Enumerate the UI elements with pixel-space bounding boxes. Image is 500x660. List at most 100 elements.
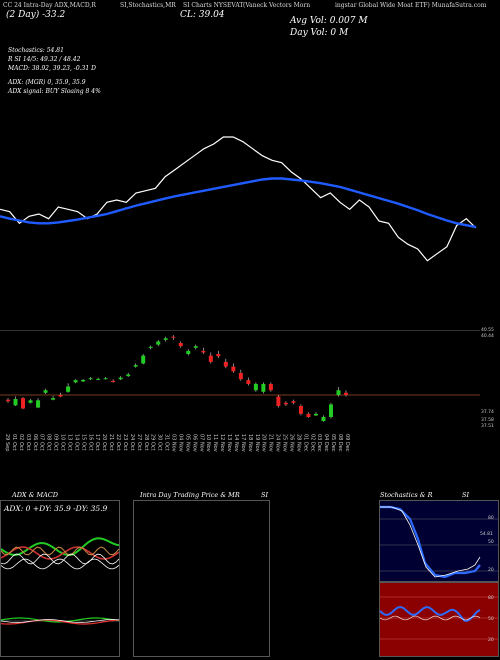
date-tick-label: 28 Oct	[143, 434, 149, 451]
date-tick-label: 20 Oct	[101, 434, 107, 451]
chart-divider	[0, 330, 480, 331]
candle-body	[36, 400, 41, 408]
axis-top2: 40.44	[481, 334, 494, 339]
stoch-tick-value: 54.81	[480, 532, 493, 537]
date-tick-label: 07 Oct	[39, 434, 45, 451]
date-tick-label: 17 Oct	[94, 434, 100, 451]
header-col3: SI Charts NYSEVAT	[183, 2, 244, 9]
date-tick-label: 29 Sep	[4, 434, 10, 451]
adx-lines	[1, 537, 119, 625]
candle-body	[193, 346, 198, 348]
candle-body	[96, 378, 101, 380]
day-volume: Day Vol: 0 M	[290, 28, 349, 38]
candle-body	[171, 336, 176, 338]
date-tick-label: 05 Dec	[330, 434, 336, 452]
candle-body	[156, 341, 161, 345]
axis-bot3: 37.51	[481, 424, 494, 429]
header-col2: SI,Stochastics,MR	[120, 2, 176, 9]
adx-aux-line-2	[1, 558, 119, 570]
stochastics-panel	[379, 500, 499, 582]
rsi-tick-80: 80	[488, 596, 494, 601]
candle-body	[261, 383, 266, 392]
date-tick-label: 08 Dec	[337, 434, 343, 452]
candle-body	[231, 366, 236, 372]
stochastics-value: Stochastics: 54.81	[8, 47, 64, 54]
stoch-d-line	[380, 506, 481, 578]
candle-body	[28, 400, 33, 403]
date-tick-label: 17 Nov	[240, 434, 246, 452]
avg-volume: Avg Vol: 0.007 M	[290, 16, 368, 26]
date-tick-label: 15 Oct	[80, 434, 86, 451]
date-tick-label: 23 Oct	[122, 434, 128, 451]
adx-panel: ADX: 0 +DY: 35.9 -DY: 35.9	[0, 500, 120, 657]
candle-body	[58, 394, 63, 397]
date-tick-label: 13 Nov	[226, 434, 232, 452]
axis-bot2: 37.58	[481, 418, 494, 423]
candle-body	[328, 404, 333, 417]
date-tick-label: 06 Oct	[32, 434, 38, 451]
candle-body	[133, 365, 138, 367]
candle-body	[291, 401, 296, 403]
stoch-panel-si: SI	[462, 491, 470, 499]
candle-body	[298, 405, 303, 414]
macd-value: MACD: 38.92, 39.23, -0.31 D	[8, 65, 96, 72]
date-tick-label: 04 Dec	[323, 434, 329, 452]
date-tick-label: 18 Nov	[247, 434, 253, 452]
date-tick-label: 11 Nov	[212, 434, 218, 452]
stoch-tick-50: 50	[488, 540, 494, 545]
date-tick-label: 09 Oct	[53, 434, 59, 451]
candle-body	[186, 350, 191, 355]
candle-body	[321, 416, 326, 422]
stoch-tick-20: 20	[488, 568, 494, 573]
candle-body	[268, 383, 273, 391]
date-tick-label: 09 Dec	[344, 434, 350, 452]
candle-body	[344, 392, 348, 395]
macd-line	[1, 617, 119, 623]
moving-average-line	[0, 177, 477, 229]
price-line-chart	[0, 136, 477, 262]
candle-body	[126, 374, 131, 377]
header-col5: ingstar Global Wide Moat ETF) MunafaSutr…	[335, 2, 487, 9]
candle-body	[21, 398, 26, 409]
candle-body	[276, 396, 281, 406]
date-tick-label: 24 Oct	[129, 434, 135, 451]
candle-body	[163, 338, 168, 340]
rsi-lines	[380, 596, 498, 640]
date-tick-label: 03 Dec	[316, 434, 322, 452]
candle-body	[88, 378, 93, 380]
candle-body	[43, 390, 48, 393]
adx-line	[1, 546, 119, 556]
candle-body	[246, 380, 251, 384]
rsi-panel	[379, 582, 499, 657]
header-col4: (Vaneck Vectors Morn	[243, 2, 311, 9]
adx-value: ADX: (MGR) 0, 35.9, 35.9	[8, 79, 86, 86]
candle-body	[111, 380, 116, 383]
date-tick-label: 30 Oct	[157, 434, 163, 451]
intra-panel-si: SI	[261, 491, 269, 499]
stochastics-lines	[380, 505, 498, 579]
minus-di-line	[1, 546, 119, 560]
intra-panel-title: Intra Day Trading Price & MR	[140, 491, 240, 499]
plus-di-line	[1, 537, 119, 556]
candle-body	[66, 386, 71, 392]
date-tick-label: 03 Nov	[171, 434, 177, 452]
candle-body	[51, 398, 56, 400]
date-tick-label: 20 Nov	[261, 434, 267, 452]
date-tick-label: 28 Nov	[295, 434, 301, 452]
adx-label: ADX: 0 +DY: 35.9 -DY: 35.9	[4, 504, 108, 513]
price-series-line	[0, 136, 477, 262]
date-tick-label: 01 Dec	[302, 434, 308, 452]
date-tick-label: 08 Oct	[46, 434, 52, 451]
day-change: (2 Day) -33.2	[6, 10, 66, 20]
date-tick-label: 22 Oct	[115, 434, 121, 451]
date-axis: 29 Sep 01 Oct 02 Oct 03 Oct 06 Oct 07 Oct 08 O…	[4, 434, 350, 452]
stoch-panel-title: Stochastics & R	[380, 491, 433, 499]
date-tick-label: 06 Nov	[191, 434, 197, 452]
date-tick-label: 27 Oct	[136, 434, 142, 451]
rsi-ma-line	[380, 615, 481, 621]
date-tick-label: 21 Oct	[108, 434, 114, 451]
candlestick-chart	[0, 335, 480, 422]
rsi-value: R SI 14/5: 49.32 / 48.42	[8, 56, 81, 63]
adx-signal: ADX signal: BUY Sloaing 8 4%	[8, 88, 101, 95]
axis-bot1: 37.74	[481, 410, 494, 415]
